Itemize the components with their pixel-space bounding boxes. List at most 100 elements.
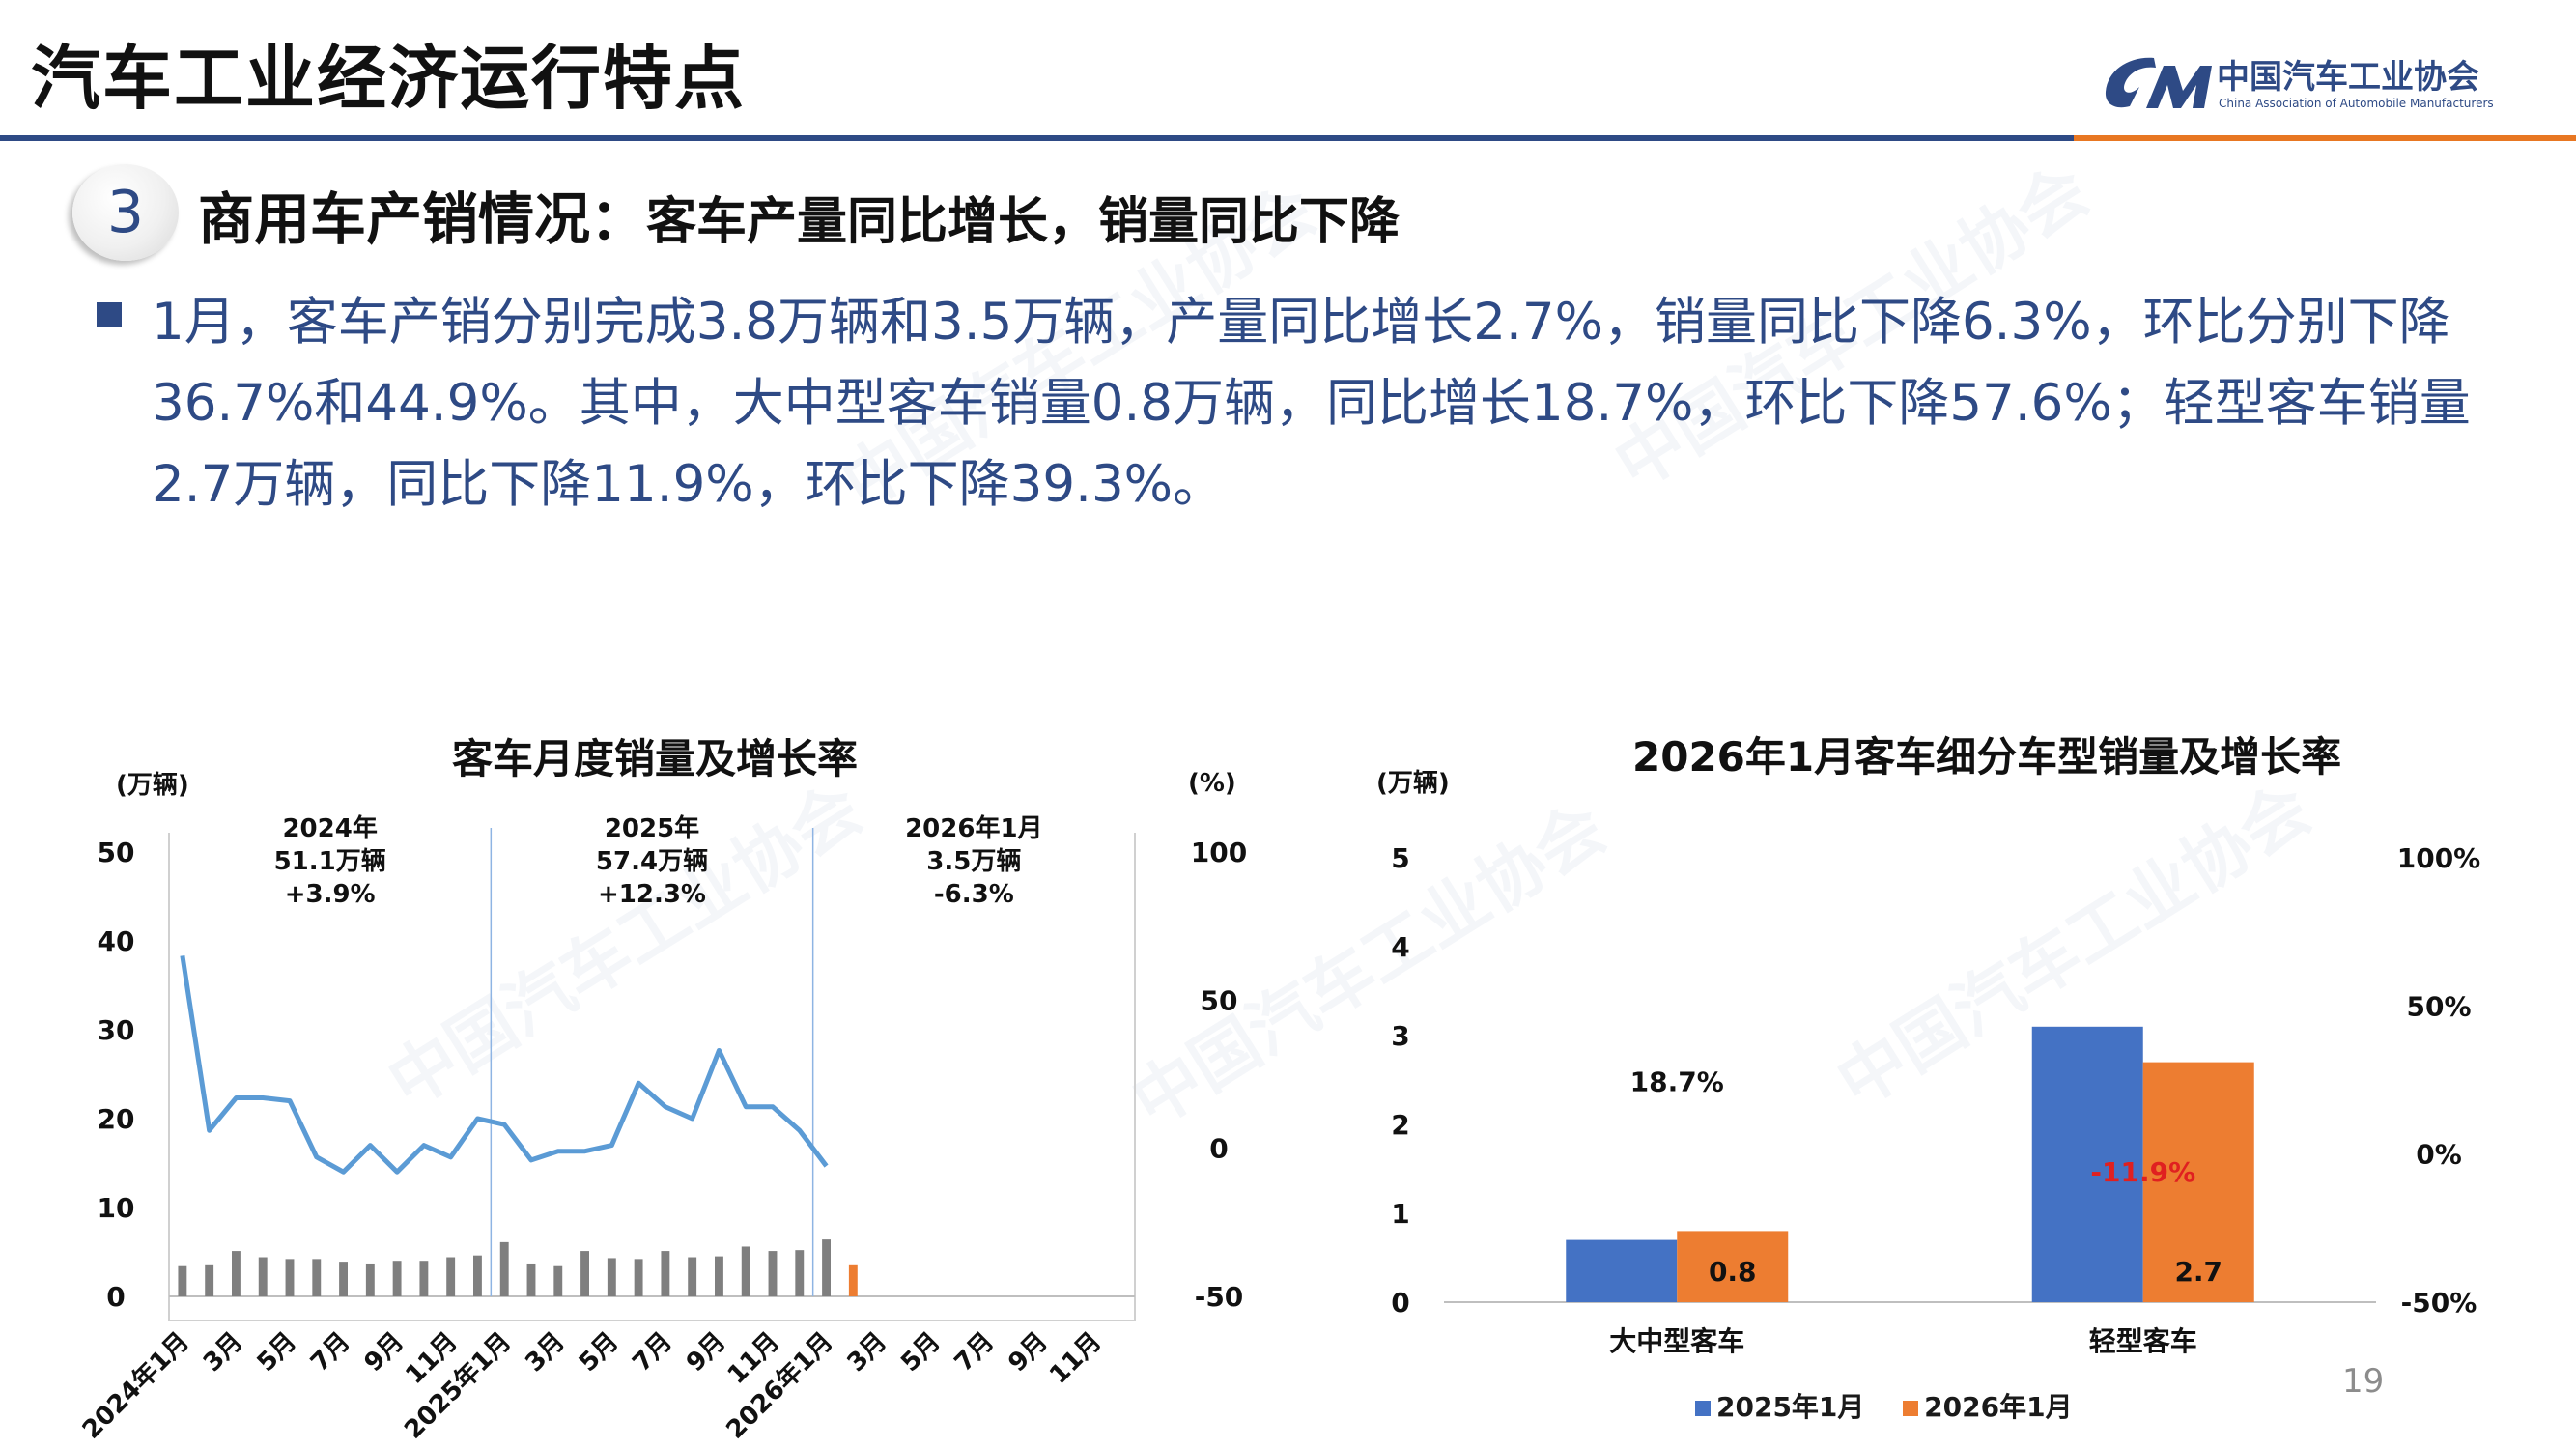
section-title: 商用车产销情况：客车产量同比增长，销量同比下降 bbox=[198, 174, 1400, 255]
chart1-x-tick: 11月 bbox=[1044, 1327, 1107, 1390]
chart1-bar bbox=[499, 1241, 509, 1296]
chart1-x-tick: 7月 bbox=[627, 1327, 677, 1378]
legend-swatch bbox=[1695, 1401, 1711, 1416]
chart1-x-tick: 7月 bbox=[949, 1327, 1000, 1378]
chart2-legend: 2025年1月 2026年1月 bbox=[1695, 1386, 2102, 1425]
chart1-left-tick: 0 bbox=[106, 1281, 125, 1313]
chart2-growth-label: 18.7% bbox=[1630, 1065, 1724, 1097]
chart1-bar bbox=[553, 1265, 563, 1296]
chart1-right-tick: -50 bbox=[1195, 1281, 1244, 1313]
legend-swatch bbox=[1903, 1401, 1919, 1416]
chart2-left-unit: (万辆) bbox=[1376, 769, 1450, 798]
chart2-left-tick: 5 bbox=[1391, 842, 1409, 874]
chart1-x-tick: 2024年1月 bbox=[76, 1326, 195, 1445]
chart1-bar bbox=[715, 1256, 723, 1296]
chart2-value-label: 2.7 bbox=[2174, 1256, 2222, 1288]
chart1-bar bbox=[634, 1259, 643, 1296]
chart1-right-tick: 0 bbox=[1209, 1133, 1228, 1165]
header-divider-accent bbox=[2074, 135, 2576, 141]
chart2-bar bbox=[2142, 1062, 2254, 1302]
chart1-period-year: 2025年 bbox=[605, 813, 699, 843]
page-title: 汽车工业经济运行特点 bbox=[31, 38, 747, 119]
chart1-bar bbox=[258, 1257, 268, 1296]
chart1-period-growth: +12.3% bbox=[598, 880, 706, 909]
chart1-bar bbox=[848, 1264, 858, 1296]
chart2-right-tick: 0% bbox=[2416, 1139, 2462, 1171]
chart1-bar bbox=[178, 1265, 187, 1296]
chart1-right-tick: 50 bbox=[1201, 984, 1238, 1016]
chart1-bar bbox=[365, 1263, 375, 1296]
caam-logo-icon bbox=[2105, 57, 2212, 108]
chart1-x-tick: 5月 bbox=[895, 1327, 946, 1378]
chart1-x-tick: 5月 bbox=[574, 1327, 624, 1378]
chart1-bar bbox=[822, 1239, 831, 1296]
bullet-square-icon bbox=[97, 302, 122, 327]
chart2-category-label: 大中型客车 bbox=[1609, 1325, 1744, 1357]
chart1-x-tick: 5月 bbox=[252, 1327, 302, 1378]
chart1-period-volume: 3.5万辆 bbox=[926, 847, 1021, 876]
page-number: 19 bbox=[2342, 1362, 2385, 1401]
chart2-left-tick: 1 bbox=[1391, 1198, 1409, 1230]
chart1-bar bbox=[607, 1258, 616, 1296]
chart1-left-tick: 30 bbox=[98, 1014, 135, 1046]
logo-text-cn: 中国汽车工业协会 bbox=[2217, 58, 2479, 97]
legend-item-2026: 2026年1月 bbox=[1903, 1391, 2073, 1423]
chart1-bar bbox=[312, 1259, 322, 1296]
chart1-bar bbox=[339, 1262, 348, 1296]
chart2-bar bbox=[1566, 1239, 1678, 1302]
chart1-bar bbox=[661, 1251, 670, 1296]
chart1-bar bbox=[526, 1263, 536, 1296]
chart1-bar bbox=[473, 1255, 482, 1296]
chart1-right-unit: (%) bbox=[1188, 769, 1236, 798]
chart2-title: 2026年1月客车细分车型销量及增长率 bbox=[1632, 733, 2342, 781]
section-title-main: 商用车产销情况： bbox=[198, 186, 647, 252]
section-subtitle: 客车产量同比增长，销量同比下降 bbox=[646, 193, 1401, 251]
chart2-bar-line: 5 4 3 2 1 0 100% 50% 0% -50% 0.8 18.7% 大中型客车 2.7 -11.9… bbox=[1391, 842, 2481, 1357]
chart2-bar bbox=[2031, 1026, 2143, 1302]
chart1-bar bbox=[205, 1264, 214, 1296]
logo-text-en: China Association of Automobile Manufact… bbox=[2219, 97, 2494, 110]
chart1-period-volume: 51.1万辆 bbox=[274, 847, 386, 876]
chart2-left-tick: 2 bbox=[1391, 1109, 1409, 1141]
chart1-bar bbox=[580, 1251, 589, 1296]
chart1-period-volume: 57.4万辆 bbox=[596, 847, 708, 876]
chart2-right-tick: -50% bbox=[2401, 1287, 2477, 1319]
chart1-right-tick: 100 bbox=[1191, 837, 1247, 868]
chart1-bar bbox=[419, 1261, 429, 1296]
legend-label: 2026年1月 bbox=[1924, 1391, 2073, 1423]
chart2-left-tick: 0 bbox=[1391, 1287, 1409, 1319]
chart1-left-tick: 10 bbox=[98, 1192, 135, 1224]
chart1-left-tick: 40 bbox=[98, 925, 135, 957]
chart1-period-year: 2026年1月 bbox=[905, 813, 1042, 843]
chart2-category-label: 轻型客车 bbox=[2089, 1325, 2197, 1357]
chart2-bar bbox=[1677, 1231, 1789, 1302]
chart1-growth-line bbox=[180, 954, 829, 1175]
chart1-bar bbox=[795, 1250, 805, 1296]
chart1-period-growth: -6.3% bbox=[934, 880, 1014, 909]
chart1-period-year: 2024年 bbox=[282, 813, 377, 843]
chart1-bar bbox=[688, 1257, 697, 1296]
header-divider bbox=[0, 135, 2576, 141]
chart1-left-tick: 50 bbox=[98, 837, 135, 868]
chart1-bar bbox=[285, 1259, 295, 1296]
chart2-left-tick: 4 bbox=[1391, 931, 1409, 963]
chart1-x-tick: 7月 bbox=[305, 1327, 355, 1378]
chart1-left-tick: 20 bbox=[98, 1103, 135, 1135]
chart1-bar bbox=[741, 1246, 750, 1296]
chart1-x-tick: 3月 bbox=[198, 1327, 248, 1378]
chart1-bar bbox=[446, 1257, 456, 1296]
chart2-right-tick: 100% bbox=[2397, 842, 2481, 874]
chart1-bar bbox=[232, 1251, 241, 1296]
chart2-left-tick: 3 bbox=[1391, 1020, 1409, 1052]
section-number-badge: 3 bbox=[72, 164, 179, 261]
chart1-title: 客车月度销量及增长率 bbox=[452, 735, 859, 782]
chart1-x-tick: 3月 bbox=[842, 1327, 892, 1378]
chart1-left-unit: (万辆) bbox=[116, 771, 189, 800]
legend-item-2025: 2025年1月 bbox=[1695, 1391, 1864, 1423]
chart2-growth-label: -11.9% bbox=[2090, 1156, 2195, 1188]
bullet-paragraph: 1月，客车产销分别完成3.8万辆和3.5万辆，产量同比增长2.7%，销量同比下降… bbox=[152, 293, 2471, 514]
legend-label: 2025年1月 bbox=[1716, 1391, 1865, 1423]
chart2-right-tick: 50% bbox=[2406, 990, 2471, 1022]
chart1-period-growth: +3.9% bbox=[285, 880, 376, 909]
